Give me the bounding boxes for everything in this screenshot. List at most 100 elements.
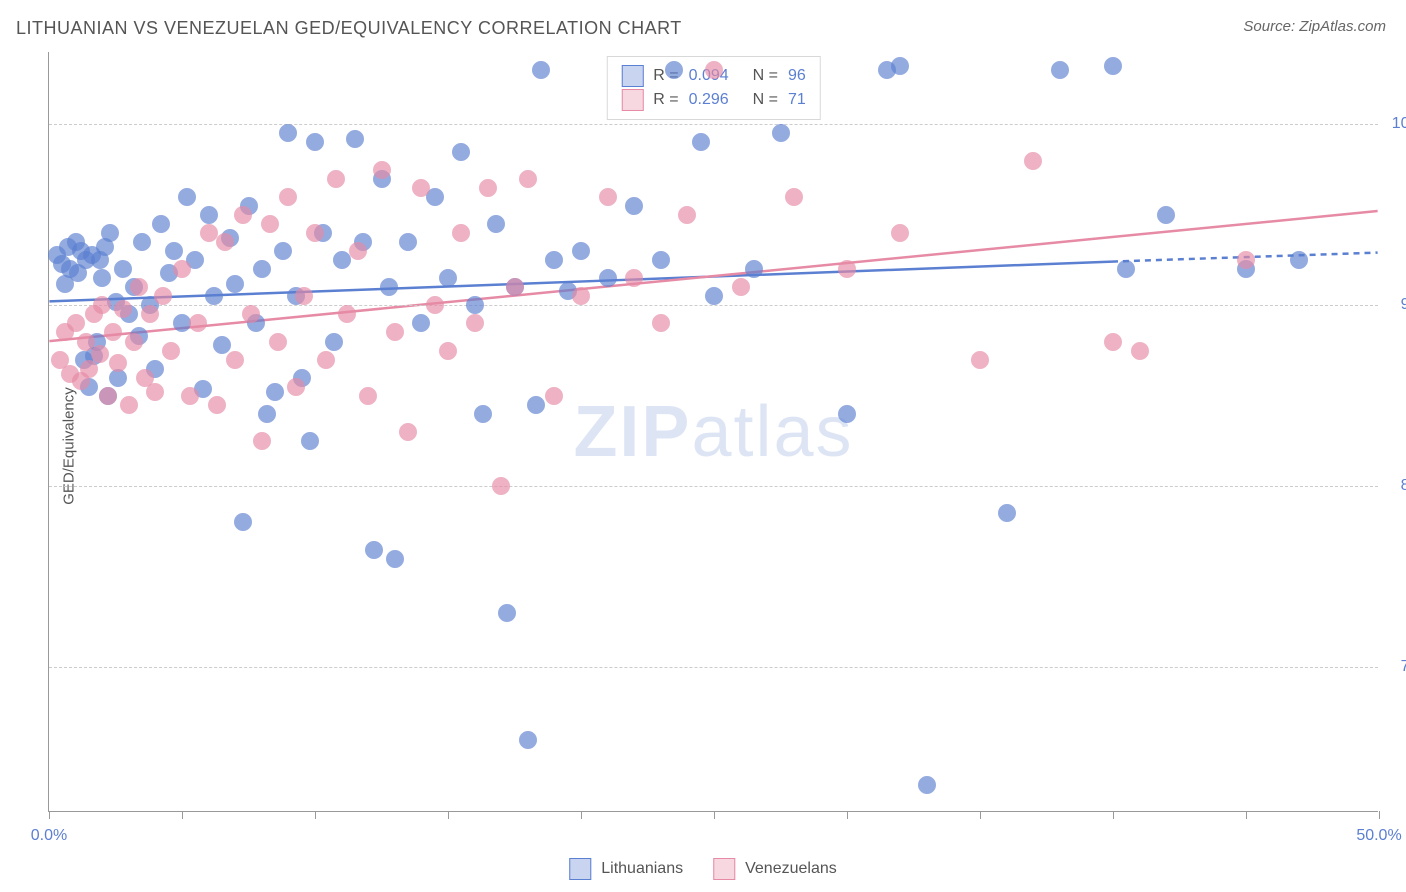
source-link[interactable]: ZipAtlas.com: [1299, 18, 1386, 35]
scatter-point: [1237, 251, 1255, 269]
scatter-point: [439, 269, 457, 287]
trend-lines-svg: [49, 52, 1378, 811]
scatter-point: [173, 260, 191, 278]
scatter-point: [253, 260, 271, 278]
series-legend-item: Lithuanians: [569, 858, 683, 880]
x-tick-mark: [1246, 811, 1247, 819]
x-tick-mark: [980, 811, 981, 819]
scatter-point: [527, 396, 545, 414]
scatter-point: [1104, 57, 1122, 75]
scatter-point: [785, 188, 803, 206]
scatter-point: [452, 224, 470, 242]
scatter-point: [1104, 333, 1122, 351]
x-tick-mark: [182, 811, 183, 819]
watermark-light: atlas: [691, 392, 853, 472]
scatter-point: [154, 287, 172, 305]
scatter-point: [91, 345, 109, 363]
source-attribution: Source: ZipAtlas.com: [1243, 18, 1386, 35]
scatter-point: [253, 432, 271, 450]
scatter-point: [380, 278, 398, 296]
n-label: N =: [753, 67, 778, 85]
scatter-point: [301, 432, 319, 450]
scatter-point: [216, 233, 234, 251]
scatter-point: [652, 251, 670, 269]
scatter-point: [474, 405, 492, 423]
x-tick-mark: [714, 811, 715, 819]
scatter-point: [519, 170, 537, 188]
scatter-point: [306, 133, 324, 151]
scatter-point: [346, 130, 364, 148]
scatter-point: [266, 383, 284, 401]
x-tick-mark: [448, 811, 449, 819]
scatter-point: [971, 351, 989, 369]
scatter-point: [386, 550, 404, 568]
scatter-point: [317, 351, 335, 369]
scatter-point: [114, 300, 132, 318]
scatter-point: [261, 215, 279, 233]
scatter-point: [519, 731, 537, 749]
x-tick-mark: [1113, 811, 1114, 819]
scatter-point: [373, 161, 391, 179]
scatter-point: [998, 504, 1016, 522]
scatter-point: [205, 287, 223, 305]
watermark: ZIPatlas: [573, 391, 853, 473]
scatter-point: [399, 233, 417, 251]
scatter-point: [412, 179, 430, 197]
r-label: R =: [653, 91, 678, 109]
scatter-point: [338, 305, 356, 323]
scatter-point: [399, 423, 417, 441]
scatter-point: [838, 405, 856, 423]
y-tick-label: 70.0%: [1386, 658, 1406, 676]
scatter-point: [359, 387, 377, 405]
scatter-point: [365, 541, 383, 559]
scatter-point: [306, 224, 324, 242]
scatter-point: [67, 314, 85, 332]
x-tick-mark: [49, 811, 50, 819]
scatter-point: [625, 197, 643, 215]
scatter-point: [104, 323, 122, 341]
n-value: 71: [788, 91, 806, 109]
scatter-point: [226, 275, 244, 293]
series-legend-item: Venezuelans: [713, 858, 837, 880]
scatter-point: [208, 396, 226, 414]
scatter-point: [665, 61, 683, 79]
scatter-point: [1024, 152, 1042, 170]
scatter-point: [152, 215, 170, 233]
scatter-point: [452, 143, 470, 161]
scatter-point: [133, 233, 151, 251]
scatter-point: [439, 342, 457, 360]
scatter-point: [146, 383, 164, 401]
plot-area: ZIPatlas R =0.094N =96R =0.296N =71 70.0…: [48, 52, 1378, 812]
scatter-point: [891, 57, 909, 75]
scatter-point: [492, 477, 510, 495]
scatter-point: [599, 188, 617, 206]
scatter-point: [165, 242, 183, 260]
scatter-point: [93, 269, 111, 287]
scatter-point: [109, 354, 127, 372]
scatter-point: [479, 179, 497, 197]
scatter-point: [349, 242, 367, 260]
watermark-bold: ZIP: [573, 392, 691, 472]
scatter-point: [125, 333, 143, 351]
scatter-point: [141, 305, 159, 323]
scatter-point: [1051, 61, 1069, 79]
scatter-point: [625, 269, 643, 287]
x-tick-label: 50.0%: [1356, 827, 1401, 845]
scatter-point: [333, 251, 351, 269]
scatter-point: [572, 242, 590, 260]
scatter-point: [692, 133, 710, 151]
grid-line: [49, 124, 1378, 125]
scatter-point: [101, 224, 119, 242]
scatter-point: [226, 351, 244, 369]
chart-title: LITHUANIAN VS VENEZUELAN GED/EQUIVALENCY…: [16, 18, 682, 39]
scatter-point: [200, 206, 218, 224]
scatter-point: [652, 314, 670, 332]
scatter-point: [838, 260, 856, 278]
scatter-point: [498, 604, 516, 622]
grid-line: [49, 486, 1378, 487]
n-label: N =: [753, 91, 778, 109]
x-tick-label: 0.0%: [31, 827, 67, 845]
scatter-point: [466, 314, 484, 332]
x-tick-mark: [847, 811, 848, 819]
scatter-point: [181, 387, 199, 405]
